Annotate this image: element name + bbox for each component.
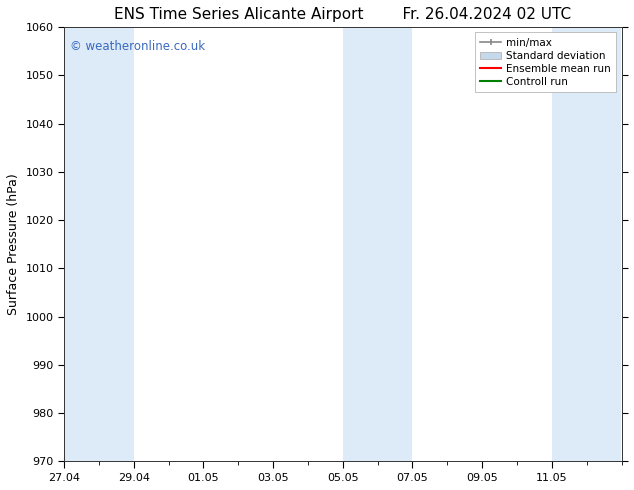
Text: © weatheronline.co.uk: © weatheronline.co.uk	[70, 40, 205, 53]
Title: ENS Time Series Alicante Airport        Fr. 26.04.2024 02 UTC: ENS Time Series Alicante Airport Fr. 26.…	[114, 7, 571, 22]
Bar	[64, 27, 134, 461]
Y-axis label: Surface Pressure (hPa): Surface Pressure (hPa)	[7, 173, 20, 315]
Legend: min/max, Standard deviation, Ensemble mean run, Controll run: min/max, Standard deviation, Ensemble me…	[475, 32, 616, 92]
Bar	[552, 27, 621, 461]
Bar	[343, 27, 413, 461]
